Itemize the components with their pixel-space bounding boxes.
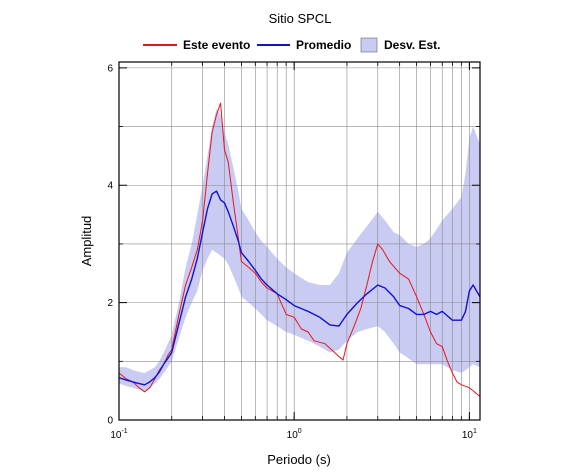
x-tick-label: 100 (287, 428, 302, 441)
plot-frame (118, 61, 481, 421)
x-tick-label: 10-1 (110, 428, 127, 441)
y-tick-label: 2 (107, 298, 113, 309)
legend-label-promedio: Promedio (296, 38, 351, 52)
y-axis-label: Amplitud (79, 216, 94, 267)
legend-swatch-desv-est (360, 37, 378, 53)
tick-layer: 10-1 100 101 0 2 4 6 (107, 62, 480, 441)
legend: Este evento Promedio Desv. Est. (143, 37, 440, 53)
y-tick-label: 0 (107, 416, 113, 427)
x-axis-label: Periodo (s) (267, 452, 331, 467)
std-band-layer (119, 109, 480, 391)
chart-title: Sitio SPCL (269, 11, 332, 26)
legend-label-este-evento: Este evento (183, 38, 250, 52)
series-layer (118, 102, 481, 397)
std-band (119, 109, 480, 391)
x-tick-label: 101 (462, 428, 477, 441)
y-tick-label: 6 (107, 63, 113, 74)
grid-layer (119, 62, 480, 420)
y-tick-label: 4 (107, 181, 113, 192)
series-line-promedio (118, 190, 481, 386)
legend-label-desv-est: Desv. Est. (384, 38, 440, 52)
